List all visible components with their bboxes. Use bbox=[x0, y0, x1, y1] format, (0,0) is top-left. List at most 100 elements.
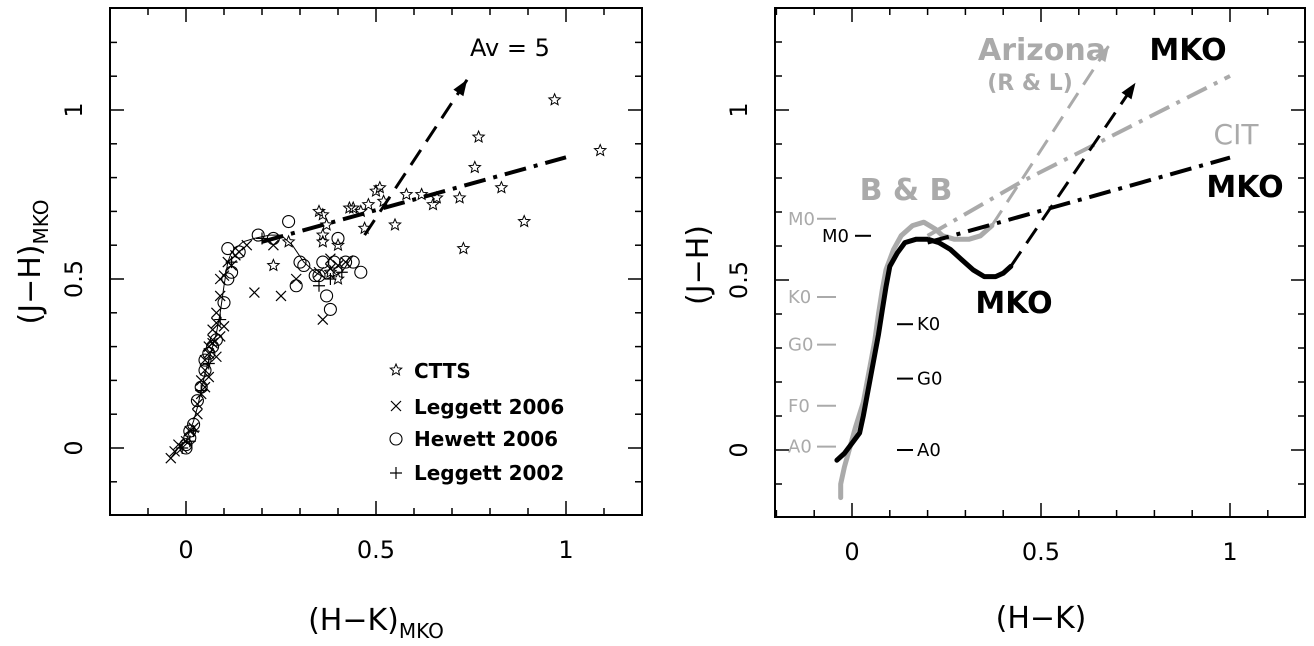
plus-point bbox=[335, 266, 348, 279]
plus-point bbox=[183, 435, 196, 448]
star-point bbox=[342, 200, 357, 214]
circle-point bbox=[198, 363, 212, 377]
mko-reddening-vector-arrowhead bbox=[1121, 82, 1136, 100]
circle-point bbox=[331, 231, 345, 245]
star-point bbox=[357, 220, 372, 235]
legend-circle-icon bbox=[389, 432, 403, 446]
star-point bbox=[426, 197, 440, 211]
circle-point bbox=[289, 279, 303, 293]
x-point bbox=[340, 256, 352, 268]
x-point bbox=[165, 452, 177, 464]
intrinsic-locus-line bbox=[170, 234, 354, 459]
circle-point bbox=[339, 255, 353, 269]
bb-label: B & B bbox=[860, 173, 953, 208]
star-point bbox=[456, 241, 471, 255]
x-point bbox=[191, 408, 203, 420]
star-point bbox=[361, 197, 376, 211]
circle-point bbox=[221, 242, 235, 256]
right-y-tick-label: 1 bbox=[725, 102, 753, 117]
right-y-tick-label: 0 bbox=[725, 442, 753, 457]
mko-bottom-label: MKO bbox=[975, 286, 1052, 321]
x-point bbox=[248, 287, 260, 298]
spectral-label-bb: M0 bbox=[788, 209, 815, 230]
star-point bbox=[593, 143, 608, 157]
right-axis-ticks bbox=[775, 8, 1305, 517]
x-point bbox=[207, 334, 219, 346]
star-point bbox=[517, 214, 532, 228]
circle-point bbox=[251, 228, 265, 242]
x-point bbox=[290, 273, 302, 285]
x-point bbox=[218, 270, 230, 282]
arizona-reddening-vector bbox=[990, 44, 1111, 227]
star-point bbox=[399, 187, 414, 201]
left-x-tick-label: 1 bbox=[558, 536, 573, 564]
circle-point bbox=[221, 272, 235, 286]
spectral-type-markers: M0 K0 G0 A0 M0 K0 G0 F0 A0 bbox=[788, 209, 942, 461]
star-point bbox=[452, 190, 467, 204]
legend-star-symbol bbox=[389, 362, 403, 376]
cit-ctts-line bbox=[926, 74, 1231, 238]
star-point bbox=[315, 207, 330, 221]
circle-point bbox=[346, 255, 360, 269]
spectral-label-mko: M0 bbox=[822, 226, 849, 247]
plus-point bbox=[313, 279, 325, 292]
left-y-tick-label: 1 bbox=[60, 102, 88, 117]
ctts-locus-line bbox=[261, 155, 567, 244]
circle-point bbox=[232, 245, 246, 259]
star-point bbox=[372, 180, 387, 194]
right-panel: M0 K0 G0 A0 M0 K0 G0 F0 A0 0 0.5 1 0 0.5 1 (H−K)… bbox=[681, 7, 1306, 636]
arizona-reddening-vector-arrowhead bbox=[1095, 45, 1110, 63]
spectral-label-bb: F0 bbox=[788, 396, 810, 417]
plus-point bbox=[176, 442, 189, 454]
star-point bbox=[315, 227, 330, 241]
right-x-axis-label: (H−K) bbox=[996, 601, 1087, 636]
x-point bbox=[191, 398, 203, 410]
star-point bbox=[414, 187, 429, 201]
left-y-axis-label: (J−H)MKO bbox=[13, 200, 53, 325]
star-point bbox=[471, 129, 486, 143]
reddening-vector bbox=[363, 78, 469, 236]
star-point bbox=[315, 234, 330, 248]
circle-point bbox=[179, 438, 193, 452]
circle-point bbox=[190, 394, 204, 408]
legend-star-icon bbox=[389, 362, 403, 376]
star-point bbox=[281, 234, 296, 248]
x-point bbox=[214, 290, 226, 302]
legend-label: Leggett 2006 bbox=[414, 395, 564, 419]
circle-point bbox=[206, 340, 220, 354]
mko-top-label: MKO bbox=[1149, 33, 1226, 68]
left-x-axis-label: (H−K)MKO bbox=[308, 603, 444, 643]
legend-plus-icon bbox=[390, 467, 402, 479]
left-curves bbox=[170, 78, 567, 459]
cit-label: CIT bbox=[1214, 118, 1260, 151]
legend: CTTS Leggett 2006 Hewett 2006 Leggett 20… bbox=[389, 359, 564, 485]
plus-point bbox=[187, 425, 200, 438]
left-panel: 0 0.5 1 0 0.5 1 (H−K)MKO (J−H)MKO Av = 5… bbox=[13, 7, 643, 643]
circle-point bbox=[354, 265, 368, 279]
spectral-label-bb: A0 bbox=[788, 437, 812, 458]
circle-point bbox=[282, 214, 296, 229]
x-point bbox=[267, 239, 279, 251]
circle-point bbox=[308, 269, 322, 283]
circle-point bbox=[297, 258, 311, 273]
mko-reddening-vector bbox=[1009, 81, 1137, 268]
right-plot-frame bbox=[774, 7, 1306, 518]
reddening-label: Av = 5 bbox=[470, 34, 550, 62]
x-point bbox=[214, 331, 226, 342]
right-x-tick-label: 0 bbox=[844, 538, 859, 566]
x-point bbox=[233, 246, 245, 258]
star-point bbox=[388, 217, 402, 231]
star-point bbox=[319, 217, 334, 231]
legend-label: CTTS bbox=[414, 359, 471, 383]
circle-point bbox=[323, 302, 337, 316]
circle-point bbox=[316, 255, 330, 269]
legend-circle-symbol bbox=[389, 432, 403, 446]
star-point bbox=[266, 258, 281, 272]
circle-point bbox=[217, 296, 231, 310]
spectral-label-bb: K0 bbox=[788, 287, 811, 308]
plus-point bbox=[225, 256, 238, 269]
spectral-label-mko: G0 bbox=[917, 369, 942, 390]
circle-point bbox=[209, 333, 223, 347]
star-point bbox=[346, 200, 361, 214]
plus-point bbox=[202, 357, 215, 370]
